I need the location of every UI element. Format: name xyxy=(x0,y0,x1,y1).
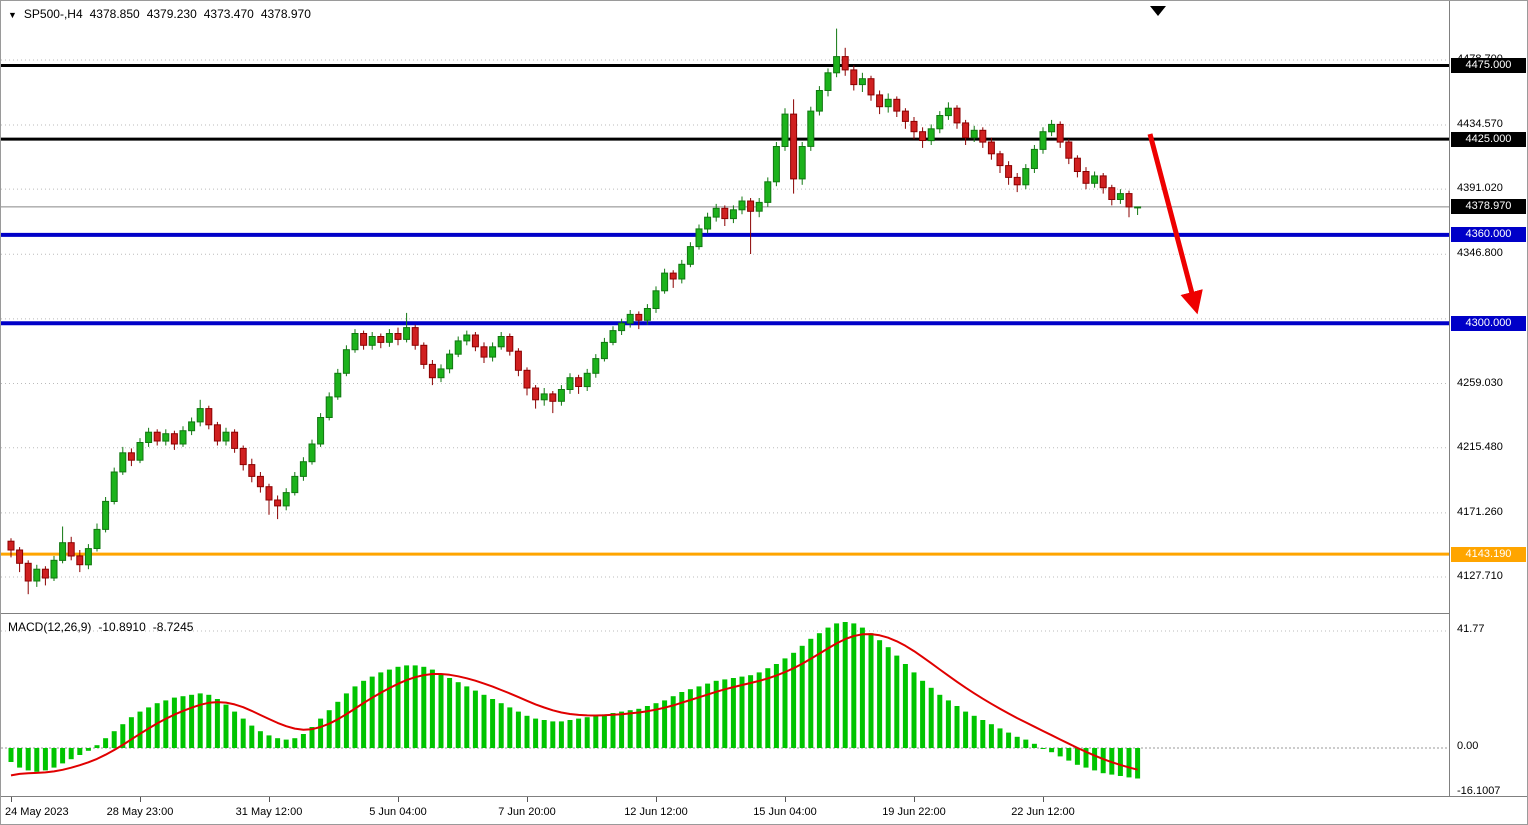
trend-arrow[interactable] xyxy=(1147,133,1203,315)
symbol-ohlc-label: ▼ SP500-,H4 4378.850 4379.230 4373.470 4378.9… xyxy=(8,7,318,21)
macd-tick-label: 41.77 xyxy=(1457,623,1485,636)
time-tick-label: 12 Jun 12:00 xyxy=(624,806,688,818)
price-level-badge: 4425.000 xyxy=(1451,131,1526,147)
ohlc-open: 4378.850 xyxy=(89,7,140,21)
price-tick-label: 4434.570 xyxy=(1457,117,1503,130)
time-tick-mark xyxy=(785,797,786,802)
symbol-timeframe: SP500-,H4 xyxy=(23,7,83,21)
macd-signal-line xyxy=(10,633,1138,777)
price-tick-label: 4391.020 xyxy=(1457,182,1503,195)
macd-indicator-panel[interactable]: MACD(12,26,9) -10.8910 -8.7245 xyxy=(1,613,1449,797)
time-tick-label: 15 Jun 04:00 xyxy=(753,806,817,818)
time-tick-mark xyxy=(527,797,528,802)
time-tick-label: 19 Jun 22:00 xyxy=(882,806,946,818)
macd-label: MACD(12,26,9) -10.8910 -8.7245 xyxy=(8,620,200,634)
time-tick-mark xyxy=(398,797,399,802)
macd-tick-label: -16.1007 xyxy=(1457,785,1501,798)
candle-series xyxy=(7,28,1142,595)
macd-histogram xyxy=(8,622,1141,779)
time-tick-label: 7 Jun 20:00 xyxy=(498,806,556,818)
time-tick-mark xyxy=(656,797,657,802)
price-level-badge: 4360.000 xyxy=(1451,227,1526,243)
price-level-badge: 4143.190 xyxy=(1451,546,1526,562)
price-grid xyxy=(1,59,1449,578)
time-tick-mark xyxy=(269,797,270,802)
macd-tick-label: 0.00 xyxy=(1457,740,1479,752)
time-axis[interactable]: 24 May 2023 28 May 23:00 31 May 12:00 5 Jun… xyxy=(1,796,1527,824)
price-axis[interactable]: 4478.7004434.5704391.0204346.8004259.030… xyxy=(1449,1,1527,798)
price-tick-label: 4346.800 xyxy=(1457,247,1503,260)
price-tick-label: 4127.710 xyxy=(1457,569,1503,582)
main-chart-panel[interactable]: ▼ SP500-,H4 4378.850 4379.230 4373.470 4378.9… xyxy=(1,1,1449,613)
time-tick-label: 28 May 23:00 xyxy=(106,806,174,818)
price-tick-label: 4215.480 xyxy=(1457,440,1503,453)
time-tick-mark xyxy=(1043,797,1044,802)
price-level-badge: 4300.000 xyxy=(1451,315,1526,331)
ohlc-low: 4373.470 xyxy=(203,7,254,21)
candlestick-chart xyxy=(1,28,1449,595)
time-tick-mark xyxy=(140,797,141,802)
price-tick-label: 4259.030 xyxy=(1457,376,1503,389)
time-tick-label: 22 Jun 12:00 xyxy=(1011,806,1075,818)
time-tick-label: 31 May 12:00 xyxy=(235,806,303,818)
ohlc-high: 4379.230 xyxy=(146,7,197,21)
macd-signal-value: -8.7245 xyxy=(152,620,194,634)
macd-name: MACD(12,26,9) xyxy=(8,620,92,634)
time-tick-mark xyxy=(914,797,915,802)
macd-chart xyxy=(1,622,1449,779)
price-level-badge: 4475.000 xyxy=(1451,57,1526,73)
price-tick-label: 4171.260 xyxy=(1457,505,1503,518)
chart-shift-marker-icon[interactable] xyxy=(1150,6,1166,16)
time-tick-label: 5 Jun 04:00 xyxy=(369,806,427,818)
ohlc-close: 4378.970 xyxy=(260,7,311,21)
time-tick-mark xyxy=(11,797,12,802)
symbol-dropdown-icon[interactable]: ▼ xyxy=(8,10,17,20)
time-tick-label: 24 May 2023 xyxy=(5,806,69,818)
current-price-badge: 4378.970 xyxy=(1451,199,1526,215)
macd-value: -10.8910 xyxy=(98,620,146,634)
